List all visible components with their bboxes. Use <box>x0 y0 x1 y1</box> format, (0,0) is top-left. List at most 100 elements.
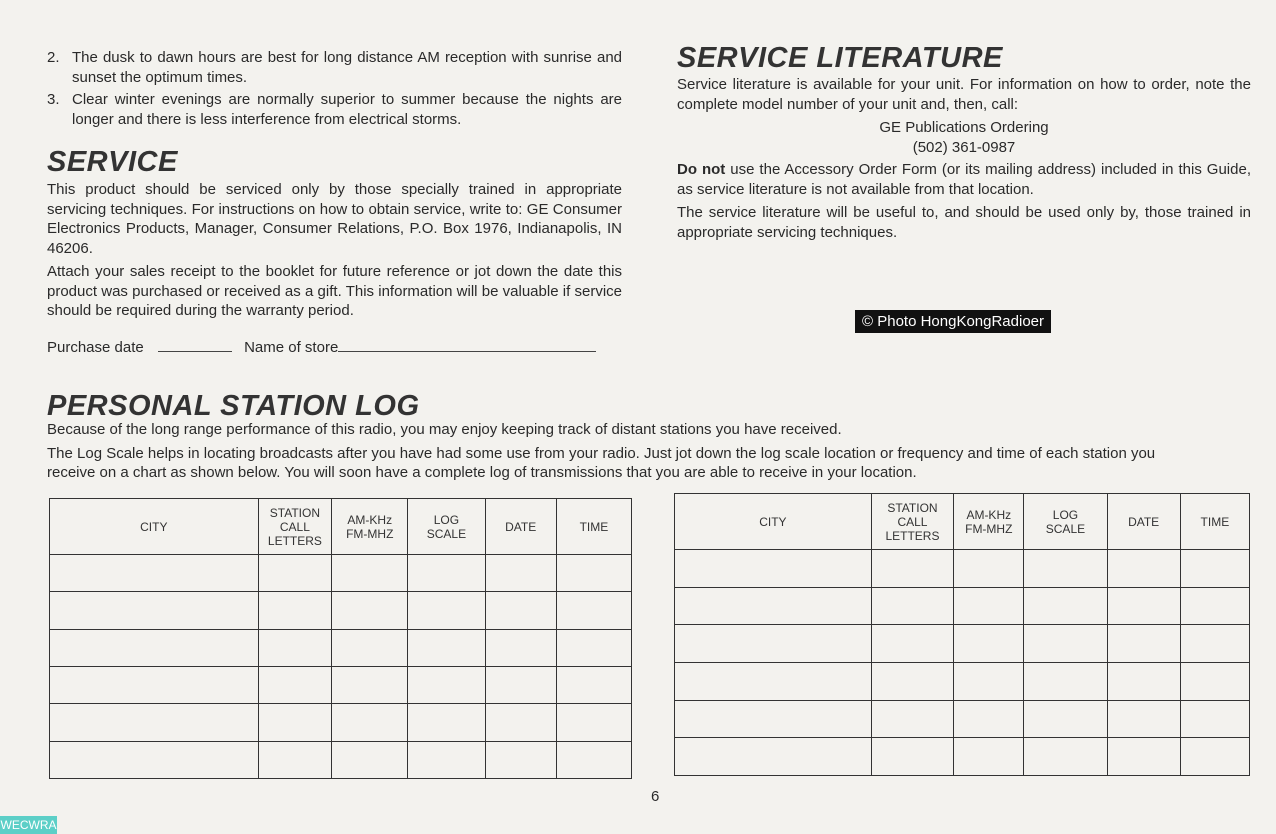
log-cell[interactable] <box>1106 624 1181 663</box>
log-cell[interactable] <box>1179 549 1251 588</box>
log-cell[interactable] <box>555 665 633 705</box>
log-cell[interactable] <box>331 553 409 593</box>
log-cell[interactable] <box>870 737 955 776</box>
table-row <box>674 549 1251 588</box>
log-cell[interactable] <box>257 591 333 630</box>
dx-tips: 2. The dusk to dawn hours are best for lo… <box>47 48 622 132</box>
table-row <box>674 661 1251 701</box>
log-cell[interactable] <box>870 549 955 588</box>
log-cell[interactable] <box>257 628 333 667</box>
log-cell[interactable] <box>1023 661 1108 701</box>
log-cell[interactable] <box>331 740 409 780</box>
column-header: CITY <box>674 493 872 550</box>
table-header-row: CITY STATION CALL LETTERS AM-KHz FM-MHZ LOG SCA… <box>674 493 1251 550</box>
log-cell[interactable] <box>1106 737 1181 776</box>
column-header: AM-KHz FM-MHZ <box>953 493 1025 550</box>
log-cell[interactable] <box>953 699 1025 739</box>
log-cell[interactable] <box>407 628 486 667</box>
log-cell[interactable] <box>1179 624 1251 663</box>
log-cell[interactable] <box>555 740 633 780</box>
column-header: LOG SCALE <box>407 498 486 555</box>
contact: GE Publications Ordering (502) 361-0987 <box>879 119 1049 156</box>
log-cell[interactable] <box>555 553 633 593</box>
tip-item: 2. The dusk to dawn hours are best for lo… <box>47 49 622 86</box>
log-cell[interactable] <box>1023 586 1108 626</box>
log-cell[interactable] <box>674 549 872 588</box>
log-cell[interactable] <box>555 628 633 667</box>
table-header-row: CITY STATION CALL LETTERS AM-KHz FM-MHZ LOG SCA… <box>49 498 633 555</box>
log-cell[interactable] <box>484 553 557 593</box>
log-cell[interactable] <box>953 586 1025 626</box>
log-cell[interactable] <box>257 703 333 742</box>
log-cell[interactable] <box>1106 661 1181 701</box>
log-cell[interactable] <box>257 553 333 593</box>
log-cell[interactable] <box>484 703 557 742</box>
log-cell[interactable] <box>1023 549 1108 588</box>
log-cell[interactable] <box>1106 586 1181 626</box>
log-cell[interactable] <box>257 740 333 780</box>
log-cell[interactable] <box>870 586 955 626</box>
log-cell[interactable] <box>870 661 955 701</box>
source-badge: WECWRA <box>0 816 57 834</box>
log-cell[interactable] <box>1023 624 1108 663</box>
log-cell[interactable] <box>49 665 259 705</box>
log-cell[interactable] <box>674 661 872 701</box>
log-cell[interactable] <box>407 591 486 630</box>
log-cell[interactable] <box>407 553 486 593</box>
table-row <box>49 740 633 780</box>
log-cell[interactable] <box>407 740 486 780</box>
log-cell[interactable] <box>1106 699 1181 739</box>
log-cell[interactable] <box>331 703 409 742</box>
table-row <box>49 703 633 742</box>
log-cell[interactable] <box>331 591 409 630</box>
log-cell[interactable] <box>331 665 409 705</box>
service-literature-text: Service literature is available for your… <box>677 76 1251 241</box>
log-cell[interactable] <box>49 703 259 742</box>
log-cell[interactable] <box>1179 699 1251 739</box>
log-cell[interactable] <box>953 624 1025 663</box>
log-cell[interactable] <box>674 624 872 663</box>
column-header: STATION CALL LETTERS <box>870 493 955 550</box>
page-number: 6 <box>651 788 660 805</box>
log-cell[interactable] <box>484 591 557 630</box>
log-cell[interactable] <box>1179 586 1251 626</box>
service-literature-heading: SERVICE LITERATURE <box>677 42 1003 74</box>
store-name-field[interactable] <box>338 339 597 352</box>
log-cell[interactable] <box>555 591 633 630</box>
column-header: AM-KHz FM-MHZ <box>331 498 409 555</box>
station-log-table-left: CITY STATION CALL LETTERS AM-KHz FM-MHZ LOG SCA… <box>49 498 633 780</box>
log-cell[interactable] <box>257 665 333 705</box>
table-row <box>49 665 633 705</box>
station-log-heading: PERSONAL STATION LOG <box>47 390 420 422</box>
log-cell[interactable] <box>953 737 1025 776</box>
watermark: © Photo HongKongRadioer <box>855 310 1052 333</box>
log-cell[interactable] <box>49 740 259 780</box>
log-cell[interactable] <box>1106 549 1181 588</box>
log-cell[interactable] <box>555 703 633 742</box>
log-cell[interactable] <box>674 586 872 626</box>
log-cell[interactable] <box>49 628 259 667</box>
log-cell[interactable] <box>953 661 1025 701</box>
log-cell[interactable] <box>953 549 1025 588</box>
log-cell[interactable] <box>870 699 955 739</box>
column-header: DATE <box>484 498 557 555</box>
log-cell[interactable] <box>674 699 872 739</box>
log-cell[interactable] <box>1023 737 1108 776</box>
table-row <box>49 553 633 593</box>
log-cell[interactable] <box>407 703 486 742</box>
log-cell[interactable] <box>1179 737 1251 776</box>
purchase-date-field[interactable] <box>157 339 232 352</box>
log-cell[interactable] <box>331 628 409 667</box>
service-heading: SERVICE <box>47 146 178 178</box>
log-cell[interactable] <box>1023 699 1108 739</box>
log-cell[interactable] <box>870 624 955 663</box>
log-cell[interactable] <box>49 591 259 630</box>
log-cell[interactable] <box>484 740 557 780</box>
log-cell[interactable] <box>484 665 557 705</box>
table-row <box>674 699 1251 739</box>
log-cell[interactable] <box>407 665 486 705</box>
log-cell[interactable] <box>49 553 259 593</box>
log-cell[interactable] <box>484 628 557 667</box>
log-cell[interactable] <box>1179 661 1251 701</box>
log-cell[interactable] <box>674 737 872 776</box>
